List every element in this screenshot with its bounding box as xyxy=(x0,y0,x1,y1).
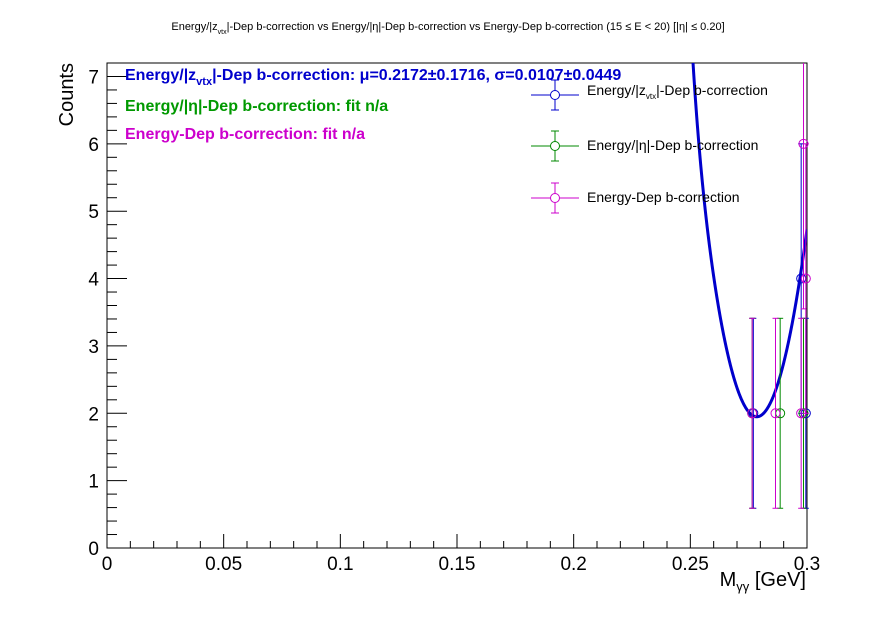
y-tick-label: 6 xyxy=(88,135,99,156)
y-tick-label: 5 xyxy=(88,202,99,223)
data-point-series-2 xyxy=(770,317,781,509)
y-tick-label: 3 xyxy=(88,337,99,358)
chart-title: Energy/|zvtx|-Dep b-correction vs Energy… xyxy=(171,21,724,36)
legend: Energy/|zvtx|-Dep b-correction Energy/|η… xyxy=(531,79,768,214)
x-tick-label: 0.3 xyxy=(794,554,820,575)
chart-title-part2: |-Dep b-correction vs Energy/|η|-Dep b-c… xyxy=(227,21,725,33)
y-tick-label: 0 xyxy=(88,539,99,560)
chart-title-part1: Energy/|z xyxy=(171,21,217,33)
x-axis-title-sub: γγ xyxy=(736,579,750,594)
y-tick-label: 4 xyxy=(88,270,99,291)
x-tick-label: 0 xyxy=(102,554,113,575)
y-tick-label: 7 xyxy=(88,67,99,88)
y-axis-title: Counts xyxy=(56,63,78,126)
legend-label-eta: Energy/|η|-Dep b-correction xyxy=(587,137,758,153)
legend-marker-eta xyxy=(550,141,560,151)
x-tick-label: 0.2 xyxy=(560,554,586,575)
y-tick-label: 1 xyxy=(88,472,99,493)
points-group xyxy=(747,63,811,509)
legend-label-energy: Energy-Dep b-correction xyxy=(587,189,740,205)
legend-entry-eta: Energy/|η|-Dep b-correction xyxy=(531,130,758,162)
x-axis-title-unit: [GeV] xyxy=(749,569,806,591)
data-point-series-2 xyxy=(747,317,758,509)
data-marker xyxy=(747,408,758,419)
fit-annotation-zvtx: Energy/|zvtx|-Dep b-correction: μ=0.2172… xyxy=(125,67,621,88)
x-tick-label: 0.15 xyxy=(439,554,476,575)
y-tick-label: 2 xyxy=(88,404,99,425)
x-axis: 0 0.05 0.1 0.15 0.2 0.25 0.3 xyxy=(102,534,820,575)
fit-annotation-zvtx-a: Energy/|z xyxy=(125,67,196,84)
fit-annotation-zvtx-sub: vtx xyxy=(196,76,213,88)
legend-marker-energy xyxy=(550,193,560,203)
x-axis-title-main: M xyxy=(720,569,737,591)
fit-annotation-zvtx-b: |-Dep b-correction: μ=0.2172±0.1716, σ=0… xyxy=(212,67,621,84)
data-marker xyxy=(770,408,781,419)
x-tick-label: 0.1 xyxy=(327,554,353,575)
legend-entry-energy: Energy-Dep b-correction xyxy=(531,182,740,214)
data-point-series-2 xyxy=(800,143,811,414)
fit-annotation-energy: Energy-Dep b-correction: fit n/a xyxy=(125,126,365,143)
y-axis: 0 1 2 3 4 5 6 7 xyxy=(88,62,127,560)
legend-marker-zvtx xyxy=(550,90,560,100)
x-tick-label: 0.25 xyxy=(672,554,709,575)
x-axis-title: Mγγ [GeV] xyxy=(720,569,806,594)
legend-entry-zvtx: Energy/|zvtx|-Dep b-correction xyxy=(531,79,768,111)
legend-label-zvtx: Energy/|zvtx|-Dep b-correction xyxy=(587,82,768,101)
fit-annotation-eta: Energy/|η|-Dep b-correction: fit n/a xyxy=(125,98,388,115)
data-marker xyxy=(800,273,811,284)
data-point-series-2 xyxy=(796,317,807,509)
x-tick-label: 0.05 xyxy=(205,554,242,575)
chart-title-sub: vtx xyxy=(218,29,227,36)
